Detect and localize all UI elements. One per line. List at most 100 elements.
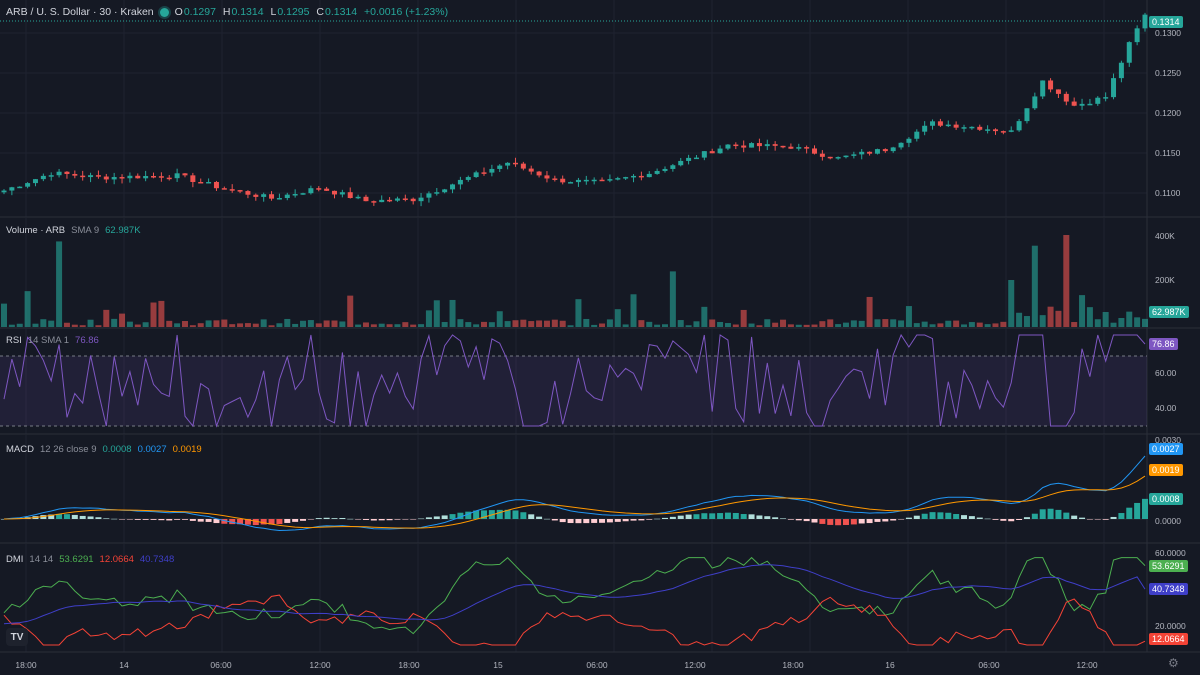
macd-histogram-bar [976,517,983,519]
candle-body [631,175,637,178]
candle-body [575,179,581,183]
volume-bar [732,324,739,327]
candle-body [804,147,810,149]
candle-body [1008,130,1014,132]
open-value: 0.1297 [183,6,216,18]
candle-body [111,177,117,180]
macd-histogram-bar [685,514,692,519]
volume-bar [276,323,283,327]
candle-body [418,197,424,202]
macd-histogram-bar [622,519,629,522]
candle-body [253,194,259,197]
volume-bar [300,320,307,327]
dmi-tick: 60.0000 [1155,548,1186,558]
ohlc-readout: O0.1297 H0.1314 L0.1295 C0.1314 +0.0016 … [175,6,452,18]
macd-histogram-bar [79,515,86,519]
volume-header[interactable]: Volume · ARB SMA 9 62.987K [6,225,141,236]
macd-histogram-bar [583,519,590,524]
volume-bar [315,323,322,327]
candle-body [1111,78,1117,98]
gear-icon[interactable]: ⚙ [1168,656,1179,670]
volume-bar [992,323,999,327]
volume-bar [827,319,834,327]
macd-histogram-bar [40,515,47,519]
open-key: O [174,6,183,18]
macd-histogram-bar [111,518,118,520]
rsi-value: 76.86 [75,335,99,346]
volume-bar [111,318,118,327]
volume-bar [599,323,606,327]
volume-bar [921,321,928,327]
rsi-header[interactable]: RSI 14 SMA 1 76.86 [6,335,99,346]
volume-bar [717,321,724,327]
volume-bar [874,319,881,327]
volume-bar [803,324,810,327]
candle-body [977,126,983,130]
candle-body [72,173,78,176]
volume-bar [244,323,251,327]
candle-body [827,156,833,159]
macd-histogram-bar [95,517,102,519]
volume-bar [292,323,299,327]
candle-body [158,176,164,178]
time-label: 06:00 [586,660,608,670]
candle-body [623,177,629,179]
macd-histogram-bar [984,518,991,520]
volume-bar [748,323,755,327]
candle-body [426,193,432,198]
macd-histogram-bar [362,519,369,520]
symbol-title[interactable]: ARB / U. S. Dollar · 30 · Kraken [6,6,154,18]
volume-bar [1000,321,1007,327]
candle-body [127,175,133,179]
volume-bar [961,324,968,327]
macd-header[interactable]: MACD 12 26 close 9 0.0008 0.0027 0.0019 [6,444,202,455]
volume-bar [638,320,645,327]
macd-histogram-bar [473,510,480,519]
volume-bar [622,324,629,327]
candle-body [906,138,912,143]
volume-bar [630,294,637,327]
candle-body [1,190,7,193]
macd-histogram-bar [1142,498,1148,519]
last-price-badge: 0.1314 [1149,16,1183,28]
candle-body [953,124,959,128]
candle-body [591,179,597,182]
candle-body [473,172,479,178]
rsi-label: RSI [6,335,22,346]
close-key: C [316,6,324,18]
volume-bar [953,320,960,327]
macd-histogram-bar [433,516,440,519]
dmi-params: 14 14 [29,554,54,565]
macd-histogram-bar [701,513,708,519]
volume-bar [126,321,133,327]
volume-bar [1008,280,1015,327]
macd-histogram-bar [237,519,244,525]
volume-bar [591,324,598,327]
volume-bar [362,322,369,327]
macd-histogram-bar [1047,508,1054,519]
volume-bar [433,300,440,327]
candle-body [914,131,920,139]
time-label: 15 [493,660,503,670]
candle-body [670,165,676,169]
macd-histogram-bar [882,519,889,522]
macd-histogram-bar [898,519,905,520]
macd-histogram-bar [709,513,716,519]
candle-body [505,162,511,166]
macd-histogram-bar [543,518,550,520]
volume-bar [661,324,668,327]
volume-bar [866,296,873,327]
volume-bar [355,324,362,327]
rsi-params: 14 SMA 1 [27,335,70,346]
volume-bar [850,320,857,327]
volume-bar [425,310,432,327]
dmi-header[interactable]: DMI 14 14 53.6291 12.0664 40.7348 [6,554,174,565]
macd-histogram-bar [347,518,354,520]
tradingview-logo-icon[interactable]: TV [6,628,28,646]
volume-bar [543,320,550,327]
time-label: 18:00 [782,660,804,670]
macd-histogram-bar [71,514,78,519]
macd-histogram-bar [1031,513,1038,519]
candle-body [25,183,31,187]
